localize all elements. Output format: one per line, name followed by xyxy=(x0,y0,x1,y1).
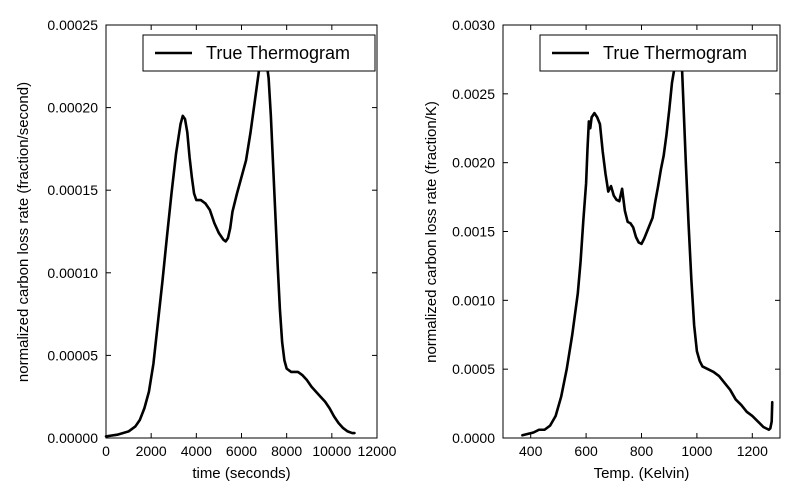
right-x-tick-label: 1200 xyxy=(737,443,768,459)
right-y-tick-label: 0.0005 xyxy=(452,361,495,377)
left-plot-frame xyxy=(105,24,378,439)
left-x-tick-label: 12000 xyxy=(358,443,397,459)
left-y-axis-label: normalized carbon loss rate (fraction/se… xyxy=(15,82,32,382)
left-x-tick-label: 6000 xyxy=(226,443,257,459)
right-y-tick-label: 0.0000 xyxy=(452,430,495,446)
right-y-tick-label: 0.0020 xyxy=(452,155,495,171)
right-y-tick-label: 0.0025 xyxy=(452,86,495,102)
right-y-tick-label: 0.0010 xyxy=(452,292,495,308)
left-x-tick-label: 2000 xyxy=(136,443,167,459)
time-thermogram-panel: 0 2000 4000 6000 8000 10000 12000 0.00000 0.0000… xyxy=(15,17,397,482)
right-legend: True Thermogram xyxy=(539,34,778,72)
left-x-tick-label: 8000 xyxy=(271,443,302,459)
left-x-tick-label: 10000 xyxy=(312,443,351,459)
right-legend-label: True Thermogram xyxy=(603,43,747,63)
right-true-thermogram-line xyxy=(521,58,774,437)
left-x-tick-label: 4000 xyxy=(181,443,212,459)
left-y-tick-label: 0.00020 xyxy=(47,100,98,116)
left-y-tick-label: 0.00000 xyxy=(47,430,98,446)
right-y-tick-label: 0.0030 xyxy=(452,17,495,33)
right-x-tick-label: 1000 xyxy=(681,443,712,459)
right-plot-frame xyxy=(502,24,781,439)
left-y-tick-label: 0.00005 xyxy=(47,347,98,363)
left-true-thermogram-line xyxy=(104,51,356,438)
left-legend-label: True Thermogram xyxy=(206,43,350,63)
right-y-tick-label: 0.0015 xyxy=(452,224,495,240)
left-y-tick-label: 0.00015 xyxy=(47,182,98,198)
temperature-thermogram-panel: 400 600 800 1000 1200 0.0000 0.0005 0.0010 0.001… xyxy=(423,17,781,482)
right-x-tick-label: 400 xyxy=(519,443,543,459)
right-x-tick-label: 800 xyxy=(630,443,654,459)
left-legend: True Thermogram xyxy=(142,34,376,72)
left-x-tick-label: 0 xyxy=(102,443,110,459)
right-axis-ticks: 400 600 800 1000 1200 0.0000 0.0005 0.0010 0.001… xyxy=(452,17,780,459)
left-x-axis-label: time (seconds) xyxy=(192,465,290,482)
left-y-tick-label: 0.00010 xyxy=(47,265,98,281)
left-axis-ticks: 0 2000 4000 6000 8000 10000 12000 0.00000 0.0000… xyxy=(47,17,396,459)
right-y-axis-label: normalized carbon loss rate (fraction/K) xyxy=(423,101,440,363)
right-x-tick-label: 600 xyxy=(574,443,598,459)
right-x-axis-label: Temp. (Kelvin) xyxy=(594,465,690,482)
left-y-tick-label: 0.00025 xyxy=(47,17,98,33)
